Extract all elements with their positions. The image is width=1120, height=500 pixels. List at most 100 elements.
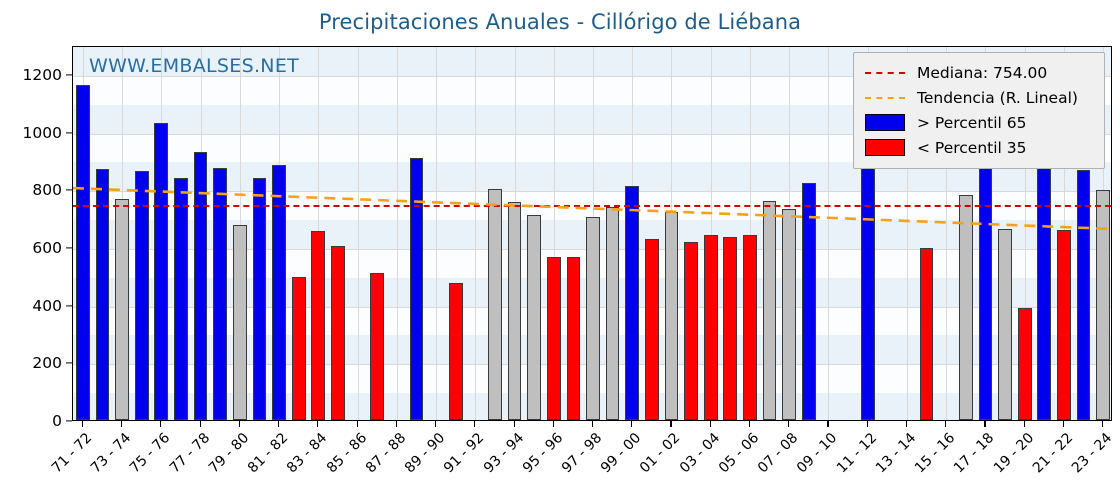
bar[interactable]: [95, 169, 110, 420]
x-tick-mark: [238, 421, 240, 427]
y-tick-label: 800: [32, 181, 62, 200]
bar[interactable]: [801, 182, 816, 420]
x-tick-mark: [866, 421, 868, 427]
x-tick-mark: [984, 421, 986, 427]
bar[interactable]: [331, 246, 345, 420]
x-tick-mark: [1062, 421, 1065, 427]
x-tick-mark: [827, 421, 829, 427]
x-tick-mark: [670, 421, 672, 427]
bar[interactable]: [448, 283, 463, 420]
bar[interactable]: [1057, 229, 1071, 420]
x-tick-mark: [945, 421, 947, 427]
bar[interactable]: [998, 228, 1012, 420]
bar[interactable]: [370, 272, 385, 420]
legend-item-trend: Tendencia (R. Lineal): [863, 85, 1095, 110]
bar[interactable]: [527, 215, 541, 420]
page-title: Precipitaciones Anuales - Cillórigo de L…: [318, 10, 802, 34]
bar[interactable]: [566, 257, 581, 420]
legend-key-dashed-orange: [863, 96, 907, 99]
legend-label: < Percentil 35: [917, 138, 1027, 157]
y-tick-label: 200: [32, 354, 62, 373]
x-tick-mark: [278, 421, 280, 427]
y-tick-mark: [66, 305, 72, 307]
gridline-vertical: [436, 47, 438, 420]
y-tick-mark: [66, 74, 72, 76]
legend-key-patch-red: [863, 139, 907, 156]
bar[interactable]: [782, 208, 797, 420]
legend-key-patch-blue: [863, 114, 907, 131]
x-tick-mark: [1023, 421, 1025, 427]
legend-item-low: < Percentil 35: [863, 135, 1095, 160]
bar[interactable]: [919, 248, 934, 420]
y-tick-mark: [66, 420, 72, 422]
gridline-vertical: [357, 47, 359, 420]
bar[interactable]: [703, 235, 718, 420]
bar[interactable]: [1096, 189, 1111, 420]
chart-legend: Mediana: 754.00 Tendencia (R. Lineal) > …: [853, 52, 1105, 169]
x-tick-mark: [1102, 421, 1104, 427]
x-tick-mark: [748, 421, 751, 427]
bar[interactable]: [154, 123, 169, 420]
bar[interactable]: [311, 231, 326, 420]
bar[interactable]: [743, 235, 757, 420]
bar[interactable]: [213, 168, 228, 420]
bar[interactable]: [605, 206, 620, 420]
bar[interactable]: [115, 199, 129, 420]
bar[interactable]: [586, 216, 600, 420]
bar[interactable]: [488, 188, 502, 420]
bar[interactable]: [193, 152, 208, 420]
bar[interactable]: [723, 236, 738, 420]
gridline-vertical: [749, 47, 751, 420]
bar[interactable]: [762, 201, 777, 420]
bar[interactable]: [134, 171, 149, 420]
bar-series: [73, 47, 1111, 420]
bar[interactable]: [1076, 170, 1091, 420]
bar[interactable]: [546, 257, 561, 420]
bar[interactable]: [75, 85, 90, 420]
bar[interactable]: [1017, 308, 1032, 420]
x-tick-mark: [474, 421, 476, 427]
bar[interactable]: [645, 239, 659, 420]
gridline-vertical: [553, 47, 555, 420]
bar[interactable]: [174, 177, 188, 420]
legend-item-high: > Percentil 65: [863, 110, 1095, 135]
gridline-horizontal: [73, 133, 1111, 135]
bar[interactable]: [232, 225, 247, 420]
median-reference-line: [73, 204, 1111, 207]
legend-key-dashed-red: [863, 71, 907, 74]
x-tick-mark: [709, 421, 711, 427]
bar[interactable]: [272, 165, 286, 420]
bar[interactable]: [684, 242, 698, 420]
y-tick-label: 1000: [22, 123, 62, 142]
gridline-vertical: [828, 47, 830, 420]
bar[interactable]: [958, 194, 973, 420]
y-tick-mark: [66, 362, 72, 364]
gridline-vertical: [906, 47, 908, 420]
x-tick-mark: [905, 421, 908, 427]
x-tick-mark: [121, 421, 123, 427]
legend-label: > Percentil 65: [917, 113, 1027, 132]
gridline-vertical: [475, 47, 477, 420]
x-axis: 71 - 72 73 - 74 75 - 76 77 - 78 79 - 80 81 - …: [49, 421, 1116, 500]
gridline-vertical: [396, 47, 398, 420]
bar[interactable]: [409, 158, 424, 420]
x-tick-mark: [513, 421, 515, 427]
bar[interactable]: [252, 177, 267, 420]
watermark-text: WWW.EMBALSES.NET: [89, 55, 300, 77]
y-tick-label: 400: [32, 296, 62, 315]
y-tick-label: 600: [32, 238, 62, 257]
bar[interactable]: [291, 277, 306, 420]
x-tick-mark: [592, 421, 594, 427]
gridline-horizontal: [73, 191, 1111, 193]
x-tick-mark: [631, 421, 633, 427]
gridline-vertical: [710, 47, 712, 420]
gridline-vertical: [946, 47, 948, 420]
x-tick-mark: [788, 421, 790, 427]
bar[interactable]: [507, 202, 522, 420]
gridline-vertical: [1024, 47, 1026, 420]
bar[interactable]: [625, 185, 640, 420]
y-tick-label: 0: [52, 412, 62, 430]
y-tick-mark: [66, 189, 72, 191]
x-tick-mark: [435, 421, 437, 427]
